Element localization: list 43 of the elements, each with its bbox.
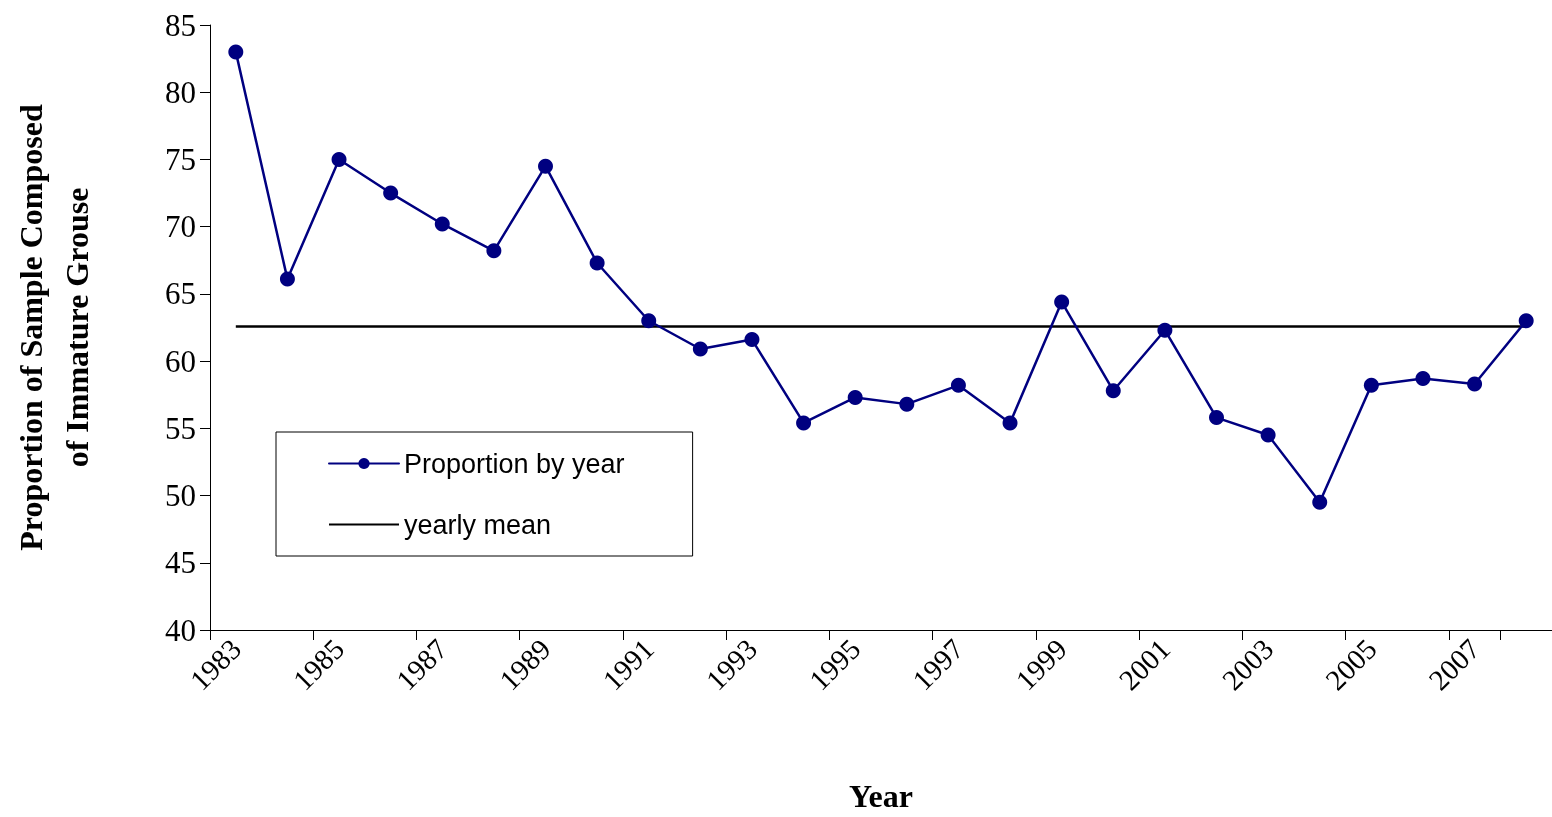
point: [279, 271, 295, 287]
point: [1415, 371, 1431, 387]
point: [383, 185, 399, 201]
y-tick-label: 85: [165, 7, 196, 43]
point: [434, 216, 450, 232]
point: [1312, 494, 1328, 510]
y-tick-label: 80: [165, 74, 196, 110]
point: [1260, 427, 1276, 443]
y-tick-label: 55: [165, 410, 196, 446]
y-tick-label: 40: [165, 612, 196, 648]
point: [847, 389, 863, 405]
point: [331, 151, 347, 167]
x-tick-label: 1999: [1009, 632, 1073, 697]
point: [589, 255, 605, 271]
x-tick-label: 1989: [493, 632, 557, 697]
point: [950, 377, 966, 393]
y-tick-label: 75: [165, 141, 196, 177]
point: [1054, 294, 1070, 310]
x-axis-title: Year: [849, 778, 913, 814]
y-axis-title: Proportion of Sample Composed of Immature Grouse: [13, 104, 95, 551]
point: [1002, 415, 1018, 431]
point: [1518, 313, 1534, 329]
point: [1105, 383, 1121, 399]
y-tick-label: 60: [165, 343, 196, 379]
point: [744, 332, 760, 348]
point: [486, 243, 502, 259]
point: [641, 313, 657, 329]
point: [1467, 376, 1483, 392]
point: [228, 44, 244, 60]
y-tick-label: 70: [165, 209, 196, 245]
x-tick-label: 1991: [596, 632, 661, 697]
legend-label: Proportion by year: [404, 448, 625, 479]
point: [692, 341, 708, 357]
y-tick-label: 65: [165, 276, 196, 312]
legend-label: yearly mean: [404, 509, 552, 540]
point: [1363, 377, 1379, 393]
point: [538, 158, 553, 174]
y-tick-label: 45: [165, 545, 196, 581]
point: [1209, 410, 1224, 426]
point: [796, 415, 812, 431]
point: [899, 396, 915, 412]
y-tick-label: 50: [165, 478, 196, 514]
point: [1157, 322, 1173, 338]
